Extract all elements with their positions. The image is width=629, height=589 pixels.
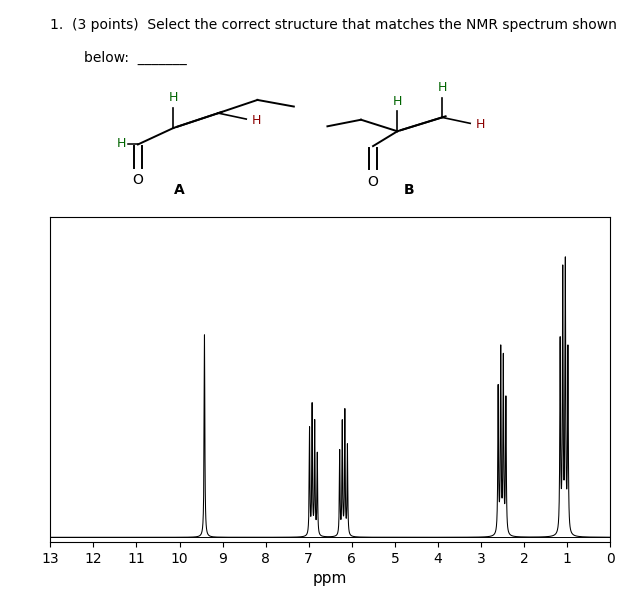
X-axis label: ppm: ppm xyxy=(313,571,347,586)
Text: H: H xyxy=(438,81,447,94)
Text: B: B xyxy=(403,183,414,197)
Text: H: H xyxy=(476,118,485,131)
Text: 1.  (3 points)  Select the correct structure that matches the NMR spectrum shown: 1. (3 points) Select the correct structu… xyxy=(50,18,617,32)
Text: H: H xyxy=(252,114,261,127)
Text: below:  _______: below: _______ xyxy=(84,51,187,65)
Text: H: H xyxy=(116,137,126,150)
Text: O: O xyxy=(133,173,143,187)
Text: A: A xyxy=(174,183,184,197)
Text: H: H xyxy=(169,91,178,104)
Text: O: O xyxy=(367,175,379,189)
Text: H: H xyxy=(392,94,402,108)
